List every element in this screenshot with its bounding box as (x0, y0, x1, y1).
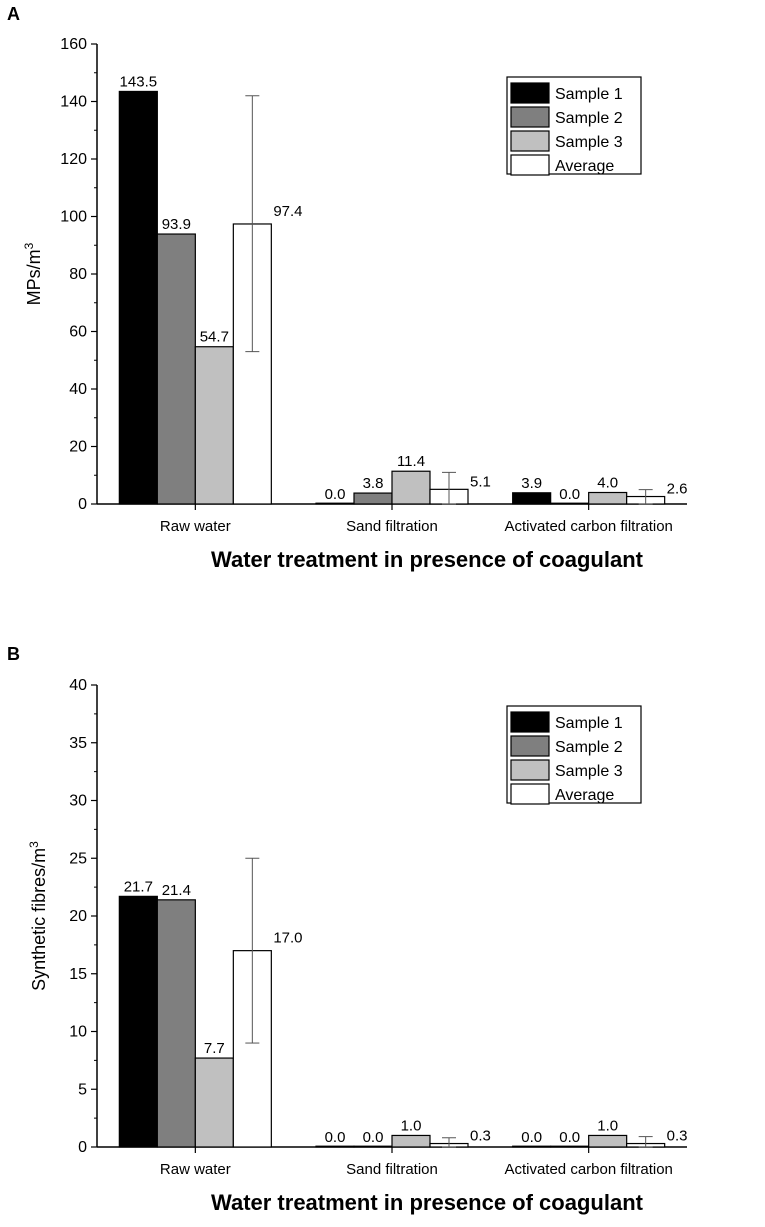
panel-b-bar-sample-2 (353, 1145, 393, 1148)
panel-a-data-label: 2.6 (667, 481, 688, 498)
chart-b: 0 5 10 15 20 25 30 35 40 Synthetic fibres/m3 Raw w… (27, 677, 688, 1215)
panel-a-y-tick-label: 100 (60, 209, 87, 226)
panel-a-data-label: 5.1 (470, 473, 491, 490)
panel-a-legend-swatch-sample-1 (510, 82, 550, 104)
panel-b-data-label: 7.7 (204, 1040, 225, 1057)
panel-a-data-label: 11.4 (397, 453, 425, 470)
panel-b-category-label: Activated carbon filtration (504, 1161, 672, 1178)
panel-b-category-label: Sand filtration (346, 1161, 438, 1178)
panel-b-data-label: 0.0 (325, 1129, 346, 1146)
panel-b-y-tick-label: 40 (69, 677, 87, 694)
panel-b-y-tick-label: 15 (69, 966, 87, 983)
panel-a-legend-label: Sample 2 (555, 110, 623, 127)
panel-a-bar-sample-1 (118, 90, 158, 505)
panel-a-x-axis-title: Water treatment in presence of coagulant (211, 547, 644, 572)
panel-b-data-label: 0.3 (470, 1128, 491, 1145)
panel-a-y-tick-label: 80 (69, 266, 87, 283)
panel-b-y-tick-label: 5 (78, 1081, 87, 1098)
panel-a-y-axis-title: MPs/m3 (22, 242, 44, 305)
panel-b-legend-label: Sample 1 (555, 715, 623, 732)
panel-b-legend-label: Sample 2 (555, 739, 623, 756)
panel-b-data-label: 0.3 (667, 1128, 688, 1145)
panel-a-data-label: 54.7 (200, 329, 229, 346)
panel-b-legend-swatch-sample-1 (510, 711, 550, 733)
panel-b-y-tick-label: 0 (78, 1139, 87, 1156)
panel-a-data-label: 0.0 (325, 486, 346, 503)
panel-a-y-tick-label: 160 (60, 36, 87, 53)
panel-a-y-tick-label: 140 (60, 94, 87, 111)
panel-a-bar-sample-3 (588, 491, 628, 505)
panel-b-data-label: 1.0 (597, 1117, 618, 1134)
panel-b-legend-label: Average (555, 787, 614, 804)
panel-b-data-label: 0.0 (521, 1129, 542, 1146)
panel-a-category-label: Raw water (160, 518, 231, 535)
panel-a-category-label: Sand filtration (346, 518, 438, 535)
panel-a-bar-sample-1 (512, 492, 552, 505)
panel-b-bar-sample-3 (588, 1134, 628, 1148)
panel-b-bar-sample-1 (315, 1145, 355, 1148)
panel-a-legend-label: Average (555, 158, 614, 175)
panel-b-data-label: 0.0 (559, 1129, 580, 1146)
panel-b-data-label: 17.0 (273, 930, 302, 947)
panel-b-y-tick-label: 35 (69, 735, 87, 752)
panel-a-category-label: Activated carbon filtration (504, 518, 672, 535)
panel-b-y-tick-label: 30 (69, 793, 87, 810)
panel-b-category-label: Raw water (160, 1161, 231, 1178)
panel-a-bar-sample-2 (156, 233, 196, 505)
panel-b-bar-sample-1 (118, 895, 158, 1148)
panel-a-bar-sample-3 (391, 470, 431, 505)
panel-a-legend-label: Sample 1 (555, 86, 623, 103)
panel-b-bar-sample-2 (156, 899, 196, 1148)
panel-a-data-label: 0.0 (559, 486, 580, 503)
panel-b-legend-swatch-sample-2 (510, 735, 550, 757)
panel-a-y-tick-label: 40 (69, 381, 87, 398)
panel-b-bar-sample-1 (512, 1145, 552, 1148)
panel-b-legend-label: Sample 3 (555, 763, 623, 780)
panel-a-legend-swatch-average (510, 154, 550, 176)
panel-b-data-label: 1.0 (401, 1117, 422, 1134)
panel-a-bar-sample-1 (315, 502, 355, 505)
panel-b-legend-swatch-sample-3 (510, 759, 550, 781)
panel-b-bar-sample-3 (194, 1057, 234, 1148)
panel-b-bar-sample-2 (550, 1145, 590, 1148)
panel-b-data-label: 21.4 (162, 882, 191, 899)
panel-a-y-tick-label: 20 (69, 439, 87, 456)
panel-b-bar-sample-3 (391, 1134, 431, 1148)
panel-a-bar-sample-3 (194, 346, 234, 505)
panel-a-legend-swatch-sample-2 (510, 106, 550, 128)
panel-a-data-label: 93.9 (162, 216, 191, 233)
panel-a-legend-swatch-sample-3 (510, 130, 550, 152)
panel-a-y-tick-label: 60 (69, 324, 87, 341)
panel-b-data-label: 21.7 (124, 878, 153, 895)
panel-a-data-label: 143.5 (120, 73, 158, 90)
panel-a-legend-label: Sample 3 (555, 134, 623, 151)
panel-b-y-tick-label: 25 (69, 850, 87, 867)
panel-b-letter: B (7, 644, 20, 664)
panel-a-y-tick-label: 120 (60, 151, 87, 168)
panel-a-data-label: 3.8 (363, 475, 384, 492)
panel-b-legend-swatch-average (510, 783, 550, 805)
panel-b-y-tick-label: 10 (69, 1024, 87, 1041)
panel-a-bar-sample-2 (550, 502, 590, 505)
panel-a-data-label: 4.0 (597, 475, 618, 492)
panel-a-y-tick-label: 0 (78, 496, 87, 513)
panel-a-bar-sample-2 (353, 492, 393, 505)
panel-b-y-axis-title: Synthetic fibres/m3 (27, 841, 49, 991)
panel-a-data-label: 3.9 (521, 475, 542, 492)
panel-a-letter: A (7, 4, 20, 24)
panel-b-x-axis-title: Water treatment in presence of coagulant (211, 1190, 644, 1215)
panel-b-y-tick-label: 20 (69, 908, 87, 925)
chart-a: 0 20 40 60 80 100 120 140 160 MPs/m3 Raw water 143.… (22, 36, 688, 572)
panel-a-data-label: 97.4 (273, 203, 302, 220)
panel-b-data-label: 0.0 (363, 1129, 384, 1146)
